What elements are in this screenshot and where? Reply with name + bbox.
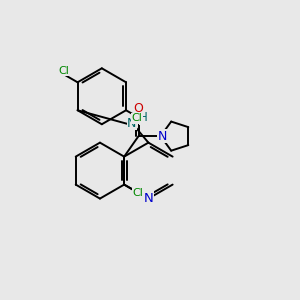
Text: N: N	[158, 130, 167, 142]
Text: Cl: Cl	[133, 188, 144, 198]
Text: O: O	[134, 102, 143, 115]
Text: N: N	[143, 192, 153, 205]
Text: Cl: Cl	[132, 113, 142, 123]
Text: N: N	[127, 117, 136, 130]
Text: H: H	[139, 111, 148, 124]
Text: Cl: Cl	[58, 66, 69, 76]
